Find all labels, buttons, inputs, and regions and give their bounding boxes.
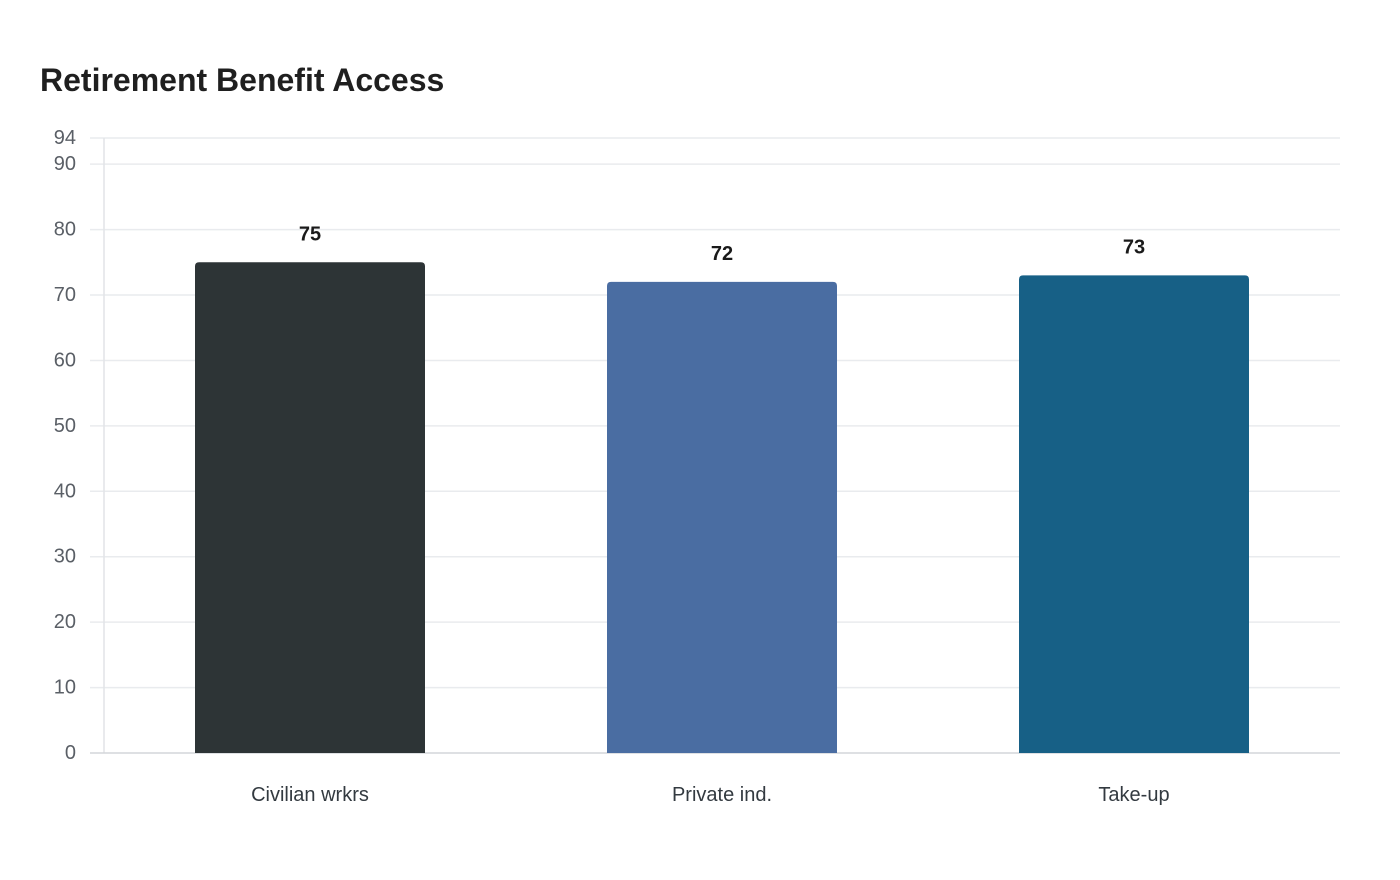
y-tick-label: 90 bbox=[54, 153, 76, 175]
y-tick-label: 94 bbox=[54, 127, 76, 149]
y-tick-label: 20 bbox=[54, 611, 76, 633]
value-labels: 75 72 73 bbox=[299, 223, 1145, 265]
x-tick-label: Private ind. bbox=[672, 784, 772, 806]
y-tick-label: 0 bbox=[65, 742, 76, 764]
y-tick-label: 50 bbox=[54, 415, 76, 437]
bar-value-label: 75 bbox=[299, 223, 321, 245]
y-tick-label: 70 bbox=[54, 284, 76, 306]
x-tick-label: Take-up bbox=[1098, 784, 1169, 806]
y-tick-label: 10 bbox=[54, 677, 76, 699]
x-tick-label: Civilian wrkrs bbox=[251, 784, 369, 806]
y-tick-label: 60 bbox=[54, 349, 76, 371]
bar-2 bbox=[607, 281, 837, 753]
y-tick-label: 80 bbox=[54, 219, 76, 241]
chart-title: Retirement Benefit Access bbox=[40, 62, 445, 98]
bar-1 bbox=[195, 262, 425, 753]
x-tick-labels: Civilian wrkrs Private ind. Take-up bbox=[251, 784, 1169, 806]
y-tick-label: 40 bbox=[54, 480, 76, 502]
y-tick-labels: 0 10 20 30 40 50 60 70 80 90 94 bbox=[54, 127, 76, 764]
bar-value-label: 72 bbox=[711, 243, 733, 265]
bar-3 bbox=[1019, 275, 1249, 753]
bars bbox=[195, 262, 1249, 753]
bar-value-label: 73 bbox=[1123, 236, 1145, 258]
y-tick-label: 30 bbox=[54, 546, 76, 568]
